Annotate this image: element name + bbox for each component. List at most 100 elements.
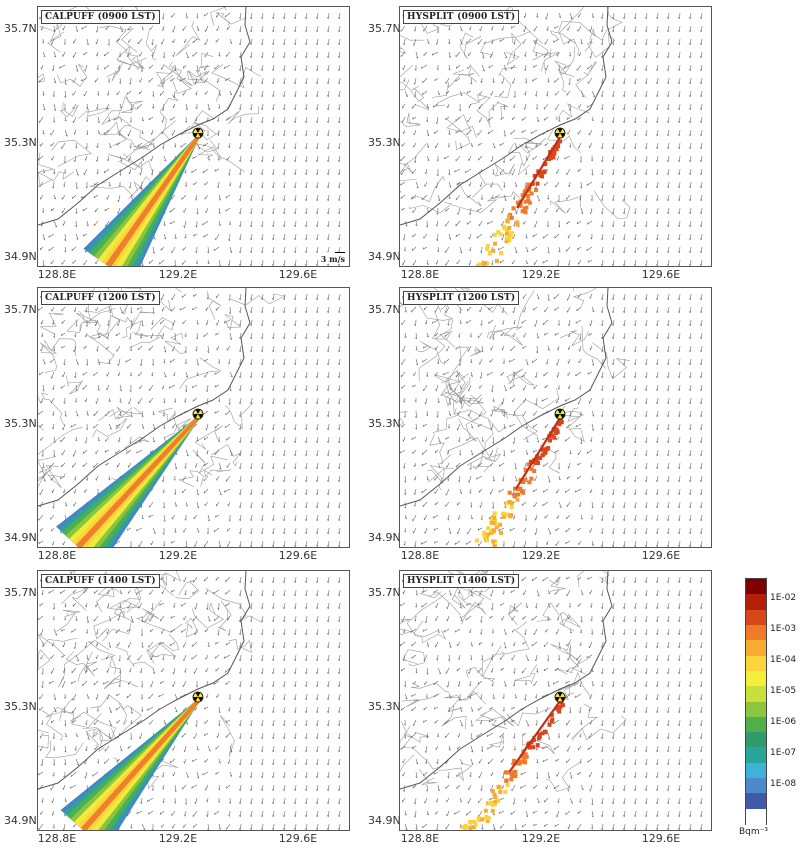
wind-arrow <box>533 384 538 390</box>
plume-core <box>515 417 561 490</box>
wind-arrow-head <box>73 309 76 313</box>
wind-arrow-head <box>574 490 577 493</box>
wind-arrow-head <box>623 298 625 301</box>
wind-arrow-head <box>601 389 603 392</box>
wind-arrow-head <box>261 415 263 418</box>
wind-arrow-head <box>432 105 435 108</box>
wind-arrow <box>646 371 648 379</box>
wind-arrow-head <box>106 592 109 595</box>
wind-arrow <box>400 194 406 199</box>
wind-arrow-head <box>479 310 481 313</box>
wind-arrow-head <box>216 28 218 31</box>
wind-arrow-head <box>131 621 134 623</box>
wind-arrow <box>262 246 264 254</box>
wind-arrow <box>39 142 44 147</box>
wind-arrow-head <box>74 478 76 481</box>
wind-arrow-head <box>667 56 669 59</box>
wind-arrow <box>558 501 562 508</box>
wind-arrow-head <box>129 82 131 85</box>
wind-arrow-head <box>217 361 220 364</box>
wind-arrow-head <box>623 337 625 340</box>
wind-arrow <box>273 332 275 340</box>
plume-cell <box>508 514 513 519</box>
wind-arrow-head <box>436 415 439 418</box>
wind-arrow <box>163 220 166 226</box>
wind-arrow-head <box>612 108 614 111</box>
wind-arrow-head <box>316 238 318 241</box>
wind-arrow <box>306 116 308 124</box>
wind-arrow <box>229 38 233 44</box>
wind-arrow <box>635 436 637 444</box>
wind-arrow-head <box>214 385 217 388</box>
wind-arrow-head <box>524 519 527 521</box>
wind-arrow-head <box>623 173 625 176</box>
wind-arrow-head <box>261 324 263 327</box>
wind-arrow <box>657 319 659 327</box>
wind-arrow <box>567 306 571 313</box>
wind-arrow <box>567 293 571 301</box>
wind-arrow-head <box>215 333 217 336</box>
wind-arrow <box>690 332 692 340</box>
wind-arrow-head <box>470 361 473 364</box>
wind-arrow-head <box>487 373 489 376</box>
wind-arrow <box>118 615 121 621</box>
wind-arrow <box>567 371 571 376</box>
wind-arrow-head <box>623 519 625 522</box>
wind-arrow-head <box>272 620 274 623</box>
wind-arrow <box>328 51 330 59</box>
wind-arrow <box>317 77 319 85</box>
wind-arrow <box>426 207 430 213</box>
wind-arrow <box>141 423 145 429</box>
wind-arrow <box>646 501 648 509</box>
wind-arrow <box>690 449 692 457</box>
wind-arrow-head <box>488 66 490 69</box>
wind-arrow-head <box>469 468 472 470</box>
wind-arrow-head <box>515 185 518 187</box>
wind-arrow <box>339 103 341 111</box>
plume-cell <box>509 501 514 506</box>
wind-arrow <box>182 90 187 96</box>
wind-arrow <box>568 319 571 326</box>
wind-arrow-head <box>305 581 307 584</box>
wind-arrow <box>668 319 670 327</box>
wind-arrow-head <box>499 39 501 42</box>
wind-arrow-head <box>454 542 456 545</box>
wind-arrow <box>240 384 242 392</box>
wind-arrow-head <box>294 186 296 189</box>
wind-arrow <box>216 475 220 481</box>
wind-arrow-head <box>327 532 329 535</box>
wind-arrow-head <box>86 43 89 46</box>
wind-arrow-head <box>174 531 177 533</box>
wind-arrow-head <box>109 146 112 148</box>
wind-arrow-head <box>183 580 185 583</box>
wind-arrow <box>554 306 560 311</box>
wind-arrow-head <box>512 441 515 444</box>
wind-arrow-head <box>623 121 625 124</box>
wind-arrow-head <box>294 17 296 20</box>
wind-arrow-head <box>75 211 78 214</box>
wind-arrow-head <box>219 467 222 470</box>
wind-arrow <box>624 12 626 20</box>
wind-arrow-head <box>667 337 669 340</box>
wind-arrow <box>512 77 516 84</box>
wind-arrow <box>468 397 472 404</box>
lat-label-mid: 35.3N <box>4 136 37 149</box>
wind-arrow <box>229 181 231 187</box>
wind-arrow-head <box>480 323 483 326</box>
wind-arrow <box>402 116 406 123</box>
wind-arrow <box>218 207 221 214</box>
wind-arrow <box>510 449 516 453</box>
wind-arrow <box>668 233 670 241</box>
wind-arrow-head <box>119 81 122 84</box>
wind-arrow <box>580 181 582 189</box>
wind-arrow <box>602 501 604 509</box>
wind-arrow-head <box>400 183 402 186</box>
wind-arrow-head <box>208 619 211 622</box>
wind-arrow <box>564 155 571 160</box>
wind-arrow <box>514 142 518 149</box>
wind-arrow-head <box>416 186 419 189</box>
wind-arrow <box>295 246 297 254</box>
wind-arrow-head <box>63 618 66 621</box>
wind-arrow-head <box>536 351 538 354</box>
plume-cell <box>521 480 526 485</box>
